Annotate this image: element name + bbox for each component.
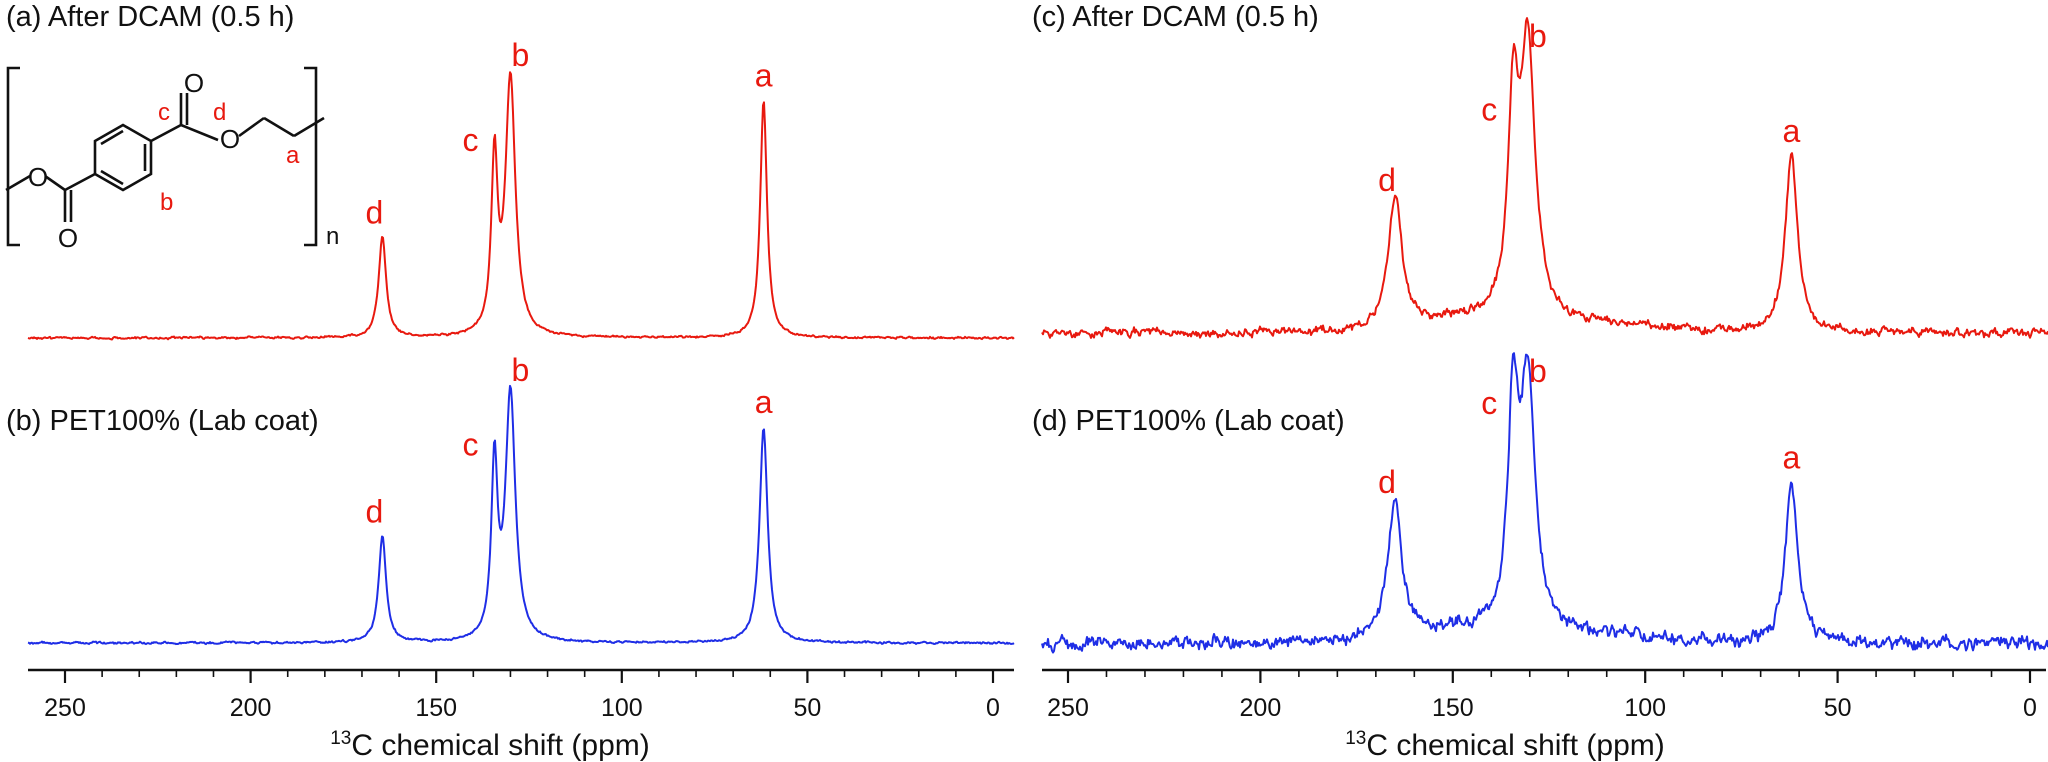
spectrum-panel-0: (a) After DCAM (0.5 h) d c b a (6, 1, 1015, 341)
x-tick-label: 200 (230, 694, 272, 722)
peak-label-a: a (1783, 439, 1801, 475)
x-axis-label: 13C chemical shift (ppm) (1345, 728, 1665, 762)
oxygen-atom: O (220, 124, 240, 154)
pet-structure-atoms: O O O O c d b a n (28, 68, 339, 253)
spectrum-line (1041, 352, 2048, 654)
spectrum-title: (a) After DCAM (0.5 h) (6, 1, 294, 33)
x-tick-label: 250 (44, 694, 86, 722)
x-axis-right: 250 200 150 100 50 0 13C chemical shift (ppm) (1042, 668, 2046, 762)
peak-label-b: b (512, 37, 530, 73)
x-tick-label: 200 (1240, 694, 1282, 722)
peak-label-d: d (1378, 162, 1396, 198)
peak-label-d: d (365, 194, 383, 230)
structure-site-label-a: a (286, 142, 300, 169)
spectrum-title: (b) PET100% (Lab coat) (6, 405, 319, 437)
peak-label-c: c (1481, 91, 1497, 127)
peak-label-b: b (1529, 18, 1547, 54)
x-tick-label: 150 (1432, 694, 1474, 722)
x-tick-label: 0 (2023, 694, 2037, 722)
peak-label-d: d (1378, 464, 1396, 500)
peak-label-c: c (462, 426, 478, 462)
x-axis-left: 250 200 150 100 50 0 13C chemical shift (ppm) (28, 668, 1014, 762)
x-axis-label: 13C chemical shift (ppm) (330, 728, 650, 762)
spectrum-title: (d) PET100% (Lab coat) (1032, 405, 1345, 437)
peak-label-c: c (1481, 385, 1497, 421)
peak-label-a: a (755, 58, 773, 94)
peak-label-b: b (512, 352, 530, 388)
x-tick-label: 0 (986, 694, 1000, 722)
pet-structure-diagram (5, 66, 325, 247)
peak-label-a: a (755, 384, 773, 420)
x-tick-label: 50 (793, 694, 821, 722)
spectrum-panel-2: (c) After DCAM (0.5 h) d c b a (1032, 1, 2048, 339)
structure-site-label-c: c (158, 99, 170, 126)
spectrum-line (1041, 17, 2048, 339)
peak-label-c: c (462, 122, 478, 158)
structure-site-label-b: b (160, 189, 173, 216)
spectrum-panel-1: (b) PET100% (Lab coat) d c b a (6, 352, 1015, 646)
x-tick-label: 100 (601, 694, 643, 722)
spectrum-line (27, 384, 1015, 646)
x-tick-label: 50 (1824, 694, 1852, 722)
peak-label-d: d (365, 493, 383, 529)
x-tick-label: 100 (1624, 694, 1666, 722)
x-tick-label: 150 (415, 694, 457, 722)
x-tick-label: 250 (1047, 694, 1089, 722)
spectrum-panel-3: (d) PET100% (Lab coat) d cb a (1032, 352, 2048, 654)
oxygen-atom: O (184, 68, 204, 98)
peak-label-a: a (1783, 113, 1801, 149)
repeat-unit-subscript: n (326, 223, 339, 250)
oxygen-atom: O (28, 162, 48, 192)
spectrum-line (27, 71, 1015, 341)
spectrum-title: (c) After DCAM (0.5 h) (1032, 1, 1319, 33)
oxygen-atom: O (58, 223, 78, 253)
peak-label-b: b (1529, 353, 1547, 389)
structure-site-label-d: d (213, 99, 226, 126)
